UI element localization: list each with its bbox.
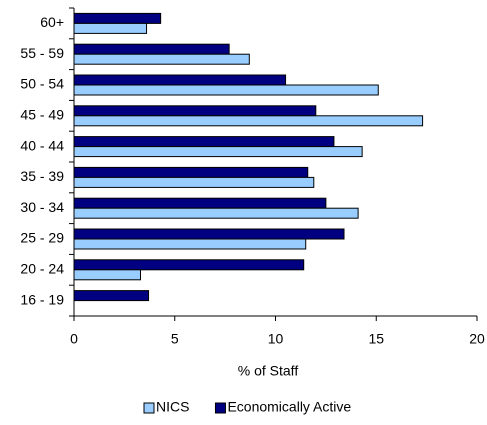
bar [73,84,379,96]
bar [73,166,309,178]
y-tick-label: 16 - 19 [20,291,64,307]
bar [73,207,359,219]
bar [73,74,287,86]
legend-label: NICS [156,399,189,415]
bar [73,259,305,271]
x-tick-label: 15 [368,331,384,347]
bar [73,53,250,65]
bar [73,197,327,209]
bar [73,136,335,148]
y-tick-label: 35 - 39 [20,168,64,184]
legend-label: Economically Active [227,399,351,415]
x-tick-label: 0 [70,331,78,347]
y-tick-label: 40 - 44 [20,137,64,153]
bar [73,290,150,302]
y-tick-label: 55 - 59 [20,45,64,61]
y-tick-label: 25 - 29 [20,230,64,246]
x-tick-label: 20 [469,331,485,347]
y-tick-label: 30 - 34 [20,199,64,215]
bar [73,228,345,240]
y-tick-label: 20 - 24 [20,261,64,277]
y-tick-label: 50 - 54 [20,76,64,92]
legend-swatch [214,402,226,414]
bar [73,43,230,55]
x-axis-title: % of Staff [238,363,299,379]
x-tick-label: 10 [268,331,284,347]
legend-swatch [143,402,155,414]
bar [73,105,317,117]
bar [73,12,162,24]
bar [73,146,363,158]
bar [73,22,148,34]
bar [73,269,141,281]
bar [73,238,307,250]
bar [73,176,315,188]
x-tick-label: 5 [171,331,179,347]
y-tick-label: 60+ [40,14,64,30]
bar [73,115,424,127]
y-tick-label: 45 - 49 [20,107,64,123]
